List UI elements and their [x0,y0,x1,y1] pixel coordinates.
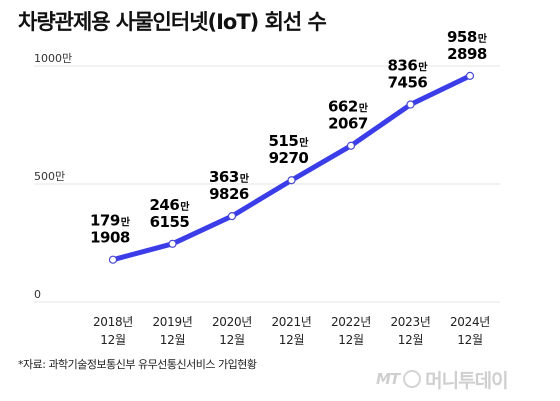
data-label-bottom: 9826 [209,185,249,203]
series-line [110,73,473,263]
x-tick-label-month: 12월 [398,333,423,347]
data-label-bottom: 6155 [150,213,190,231]
y-tick-label: 500만 [34,170,65,183]
logo-circle-icon [403,370,422,388]
data-label-bottom: 7456 [388,74,428,92]
y-axis-ticks: 0 500만 1000만 [34,52,72,301]
data-point [108,255,118,264]
x-tick-label-month: 12월 [338,333,363,347]
x-axis-labels: 2018년 12월 2019년 12월 2020년 12월 2021년 12월 2022년 12월… [93,315,490,347]
chart-title: 차량관제용 사물인터넷(IoT) 회선 수 [18,10,327,34]
x-tick-label-year: 2018년 [93,315,133,329]
data-label-bottom: 9270 [269,149,309,167]
data-label-bottom: 1908 [90,229,130,247]
data-label-bottom: 2067 [328,115,368,133]
x-tick-label-month: 12월 [457,333,482,347]
series-line-path [110,73,473,263]
logo-name: 머니투데이 [425,369,508,392]
x-tick-label-year: 2024년 [450,315,490,329]
data-label-top: 246만 [149,196,190,214]
data-label-top: 179만 [90,212,131,230]
x-tick-label-year: 2021년 [271,315,311,329]
data-point [465,71,475,80]
data-label-bottom: 2898 [447,45,487,63]
data-point [168,239,177,248]
x-tick-label-year: 2020년 [212,315,252,329]
data-label-top: 662만 [328,98,369,116]
data-point [406,100,415,109]
x-tick-label-month: 12월 [100,333,125,347]
series-points [108,71,475,264]
data-point [346,141,356,150]
x-tick-label-year: 2022년 [331,315,371,329]
data-label-top: 363만 [209,168,250,186]
x-tick-label-month: 12월 [279,333,304,347]
logo-mark: MT [376,370,400,388]
data-point [227,212,237,221]
y-tick-label: 1000만 [34,52,72,65]
x-tick-label-month: 12월 [160,333,185,347]
data-label-top: 836만 [387,57,428,75]
grid-lines [34,65,500,303]
x-tick-label-year: 2019년 [152,315,192,329]
y-tick-label: 0 [34,288,41,301]
x-tick-label-month: 12월 [219,333,244,347]
data-point [287,176,296,185]
source-note: *자료: 과학기술정보통신부 유무선통신서비스 가입현황 [18,358,257,371]
x-tick-label-year: 2023년 [390,315,430,329]
data-label-top: 515만 [268,132,309,150]
data-label-top: 958만 [447,28,488,46]
publisher-logo: MT 머니투데이 [376,368,509,392]
